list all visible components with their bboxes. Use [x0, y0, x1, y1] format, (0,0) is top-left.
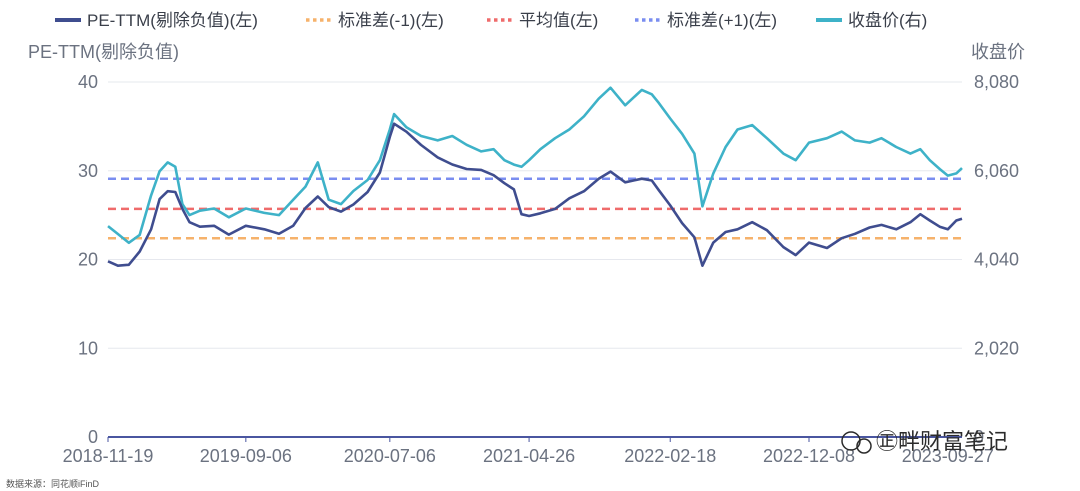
- x-tick-label: 2020-07-06: [344, 446, 436, 466]
- left-axis-ticks: 0 10 20 30 40: [78, 72, 98, 447]
- right-tick-label: 0: [974, 427, 984, 447]
- reference-lines: [108, 177, 962, 240]
- right-axis-title: 收盘价: [971, 42, 1025, 62]
- left-tick-label: 30: [78, 161, 98, 181]
- wechat-icon-bubble: [856, 438, 872, 454]
- left-tick-label: 20: [78, 250, 98, 270]
- series-lines: [107, 86, 963, 268]
- close-price-line: [107, 86, 963, 245]
- right-tick-label: 4,040: [974, 250, 1019, 270]
- x-tick-label: 2022-12-08: [763, 446, 855, 466]
- x-tick-label: 2021-04-26: [483, 446, 575, 466]
- left-tick-label: 0: [88, 427, 98, 447]
- x-tick-label: 2018-11-19: [63, 446, 154, 466]
- left-tick-label: 10: [78, 338, 98, 358]
- x-tick-label: 2019-09-06: [200, 446, 292, 466]
- watermark: ㊣畔财富笔记: [841, 429, 1008, 454]
- legend-label: 平均值(左): [519, 11, 598, 30]
- grid: [108, 81, 962, 349]
- watermark-text: ㊣畔财富笔记: [876, 429, 1008, 454]
- x-tick-label: 2022-02-18: [624, 446, 716, 466]
- legend-label: PE-TTM(剔除负值)(左): [87, 11, 258, 30]
- left-tick-label: 40: [78, 72, 98, 92]
- legend: PE-TTM(剔除负值)(左) 标准差(-1)(左) 平均值(左) 标准差(+1)(左…: [55, 11, 927, 30]
- pe-ttm-line: [107, 122, 963, 268]
- left-axis-title: PE-TTM(剔除负值): [28, 42, 179, 62]
- right-tick-label: 6,060: [974, 161, 1019, 181]
- data-source-note: 数据来源：同花顺iFinD: [6, 478, 100, 489]
- legend-label: 标准差(+1)(左): [667, 11, 777, 30]
- x-tick-label: 2023-09-27: [902, 446, 994, 466]
- right-tick-label: 2,020: [974, 338, 1019, 358]
- legend-label: 标准差(-1)(左): [338, 11, 444, 30]
- right-tick-label: 8,080: [974, 72, 1019, 92]
- legend-label: 收盘价(右): [848, 11, 927, 30]
- right-axis-ticks: 0 2,020 4,040 6,060 8,080: [974, 72, 1019, 447]
- x-axis-ticks: 2018-11-19 2019-09-06 2020-07-06 2021-04-26…: [63, 437, 994, 466]
